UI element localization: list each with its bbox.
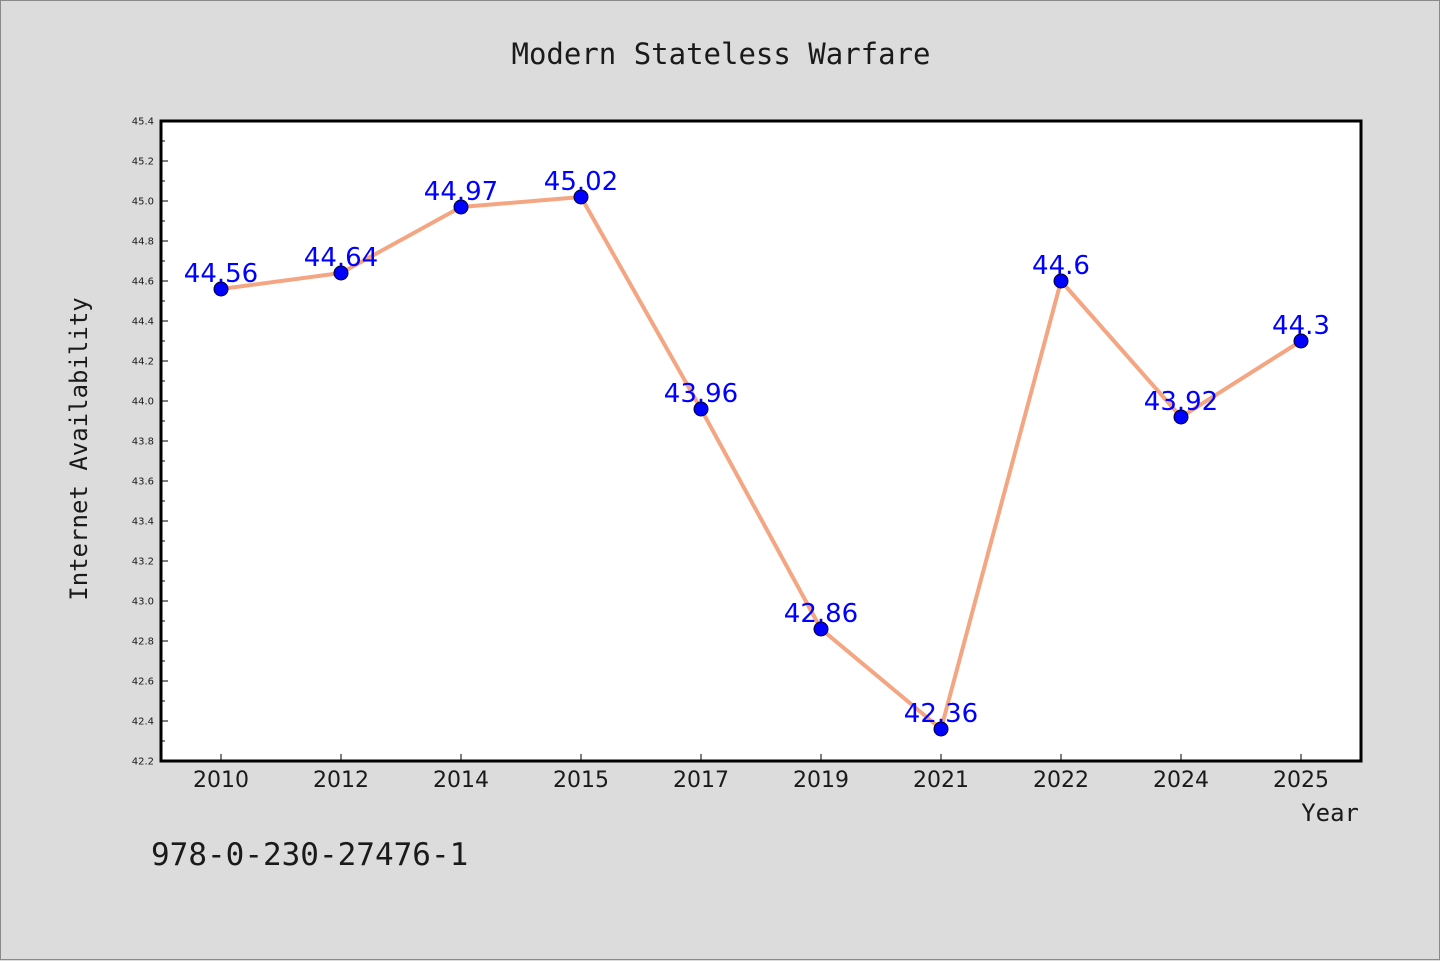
y-tick-label: 42.8 [132,637,154,648]
data-point-marker [573,189,589,205]
y-tick-label: 44.4 [132,317,154,328]
x-tick-label: 2010 [193,768,249,793]
data-label: 43.96 [664,379,738,409]
x-tick-label: 2012 [313,768,369,793]
x-tick-label: 2019 [793,768,849,793]
y-tick-label: 42.4 [132,717,154,728]
data-point-marker [1053,273,1069,289]
x-tick-label: 2025 [1273,768,1329,793]
plot-frame [159,119,1363,763]
data-point-marker [213,281,229,297]
y-tick-label: 44.6 [132,277,154,288]
data-point-marker [333,265,349,281]
y-tick-label: 45.2 [132,157,154,168]
y-tick-label: 42.2 [132,757,154,768]
data-point-marker [933,721,949,737]
y-tick-label: 42.6 [132,677,154,688]
y-tick-label: 43.2 [132,557,154,568]
data-point-marker [813,621,829,637]
series-line-group [219,195,1303,731]
data-label: 44.97 [424,177,498,207]
y-tick-label: 44.2 [132,357,154,368]
data-point-marker [693,401,709,417]
chart-title: Modern Stateless Warfare [511,37,930,71]
data-label: 43.92 [1144,387,1218,417]
series-line [219,195,1303,731]
data-label: 44.3 [1272,311,1330,341]
data-point-marker [453,199,469,215]
x-tick-label: 2024 [1153,768,1209,793]
plot-area [161,121,1361,761]
x-tick-label: 2022 [1033,768,1089,793]
series-markers [213,189,1309,737]
y-tick-label: 43.4 [132,517,154,528]
x-tick-label: 2017 [673,768,729,793]
y-tick-label: 44.8 [132,237,154,248]
data-label: 42.36 [904,699,978,729]
y-tick-label: 45.4 [132,117,154,128]
data-label: 44.6 [1032,251,1090,281]
y-tick-label: 43.6 [132,477,154,488]
data-label: 44.64 [304,243,378,273]
y-axis-ticks: 42.2 42.4 42.6 42.8 43.0 43.2 43.4 43.6 43.8 44.0… [132,117,168,768]
x-axis-label: Year [1301,799,1359,827]
x-tick-label: 2021 [913,768,969,793]
data-labels: 44.56 44.64 44.97 45.02 43.96 42.86 42.36 44.6 4… [184,167,1330,729]
data-label: 42.86 [784,599,858,629]
y-tick-label: 45.0 [132,197,154,208]
data-label: 44.56 [184,259,258,289]
y-tick-label: 43.0 [132,597,154,608]
data-point-marker [1173,409,1189,425]
x-tick-label: 2014 [433,768,489,793]
y-tick-label: 44.0 [132,397,154,408]
y-axis-label: Internet Availability [65,297,93,600]
isbn-label: 978-0-230-27476-1 [151,837,468,873]
y-tick-label: 43.8 [132,437,154,448]
data-point-marker [1293,333,1309,349]
data-label: 45.02 [544,167,618,197]
x-tick-label: 2015 [553,768,609,793]
x-axis-ticks: 2010 2012 2014 2015 2017 2019 2021 2022 2024 2025 [193,754,1329,793]
